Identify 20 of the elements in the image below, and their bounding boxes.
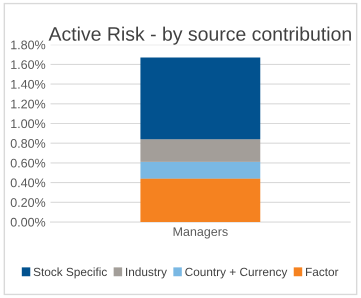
legend-label: Factor [306, 268, 338, 276]
legend-label: Industry [126, 267, 167, 278]
chart-title: Active Risk - by source contribution [48, 26, 351, 45]
y-tick-label: 1.80% [11, 40, 46, 50]
bar [140, 139, 260, 162]
y-tick-label: 0.80% [10, 139, 46, 148]
bar [140, 58, 260, 140]
y-tick-label: 0.00% [10, 218, 46, 227]
x-tick-label: Managers [174, 227, 228, 239]
bar [140, 178, 260, 222]
y-tick-label: 1.40% [11, 80, 46, 89]
y-tick-label: 0.20% [10, 198, 46, 207]
y-tick-label: 1.00% [11, 119, 46, 128]
bar [140, 162, 260, 179]
y-tick-label: 0.40% [10, 178, 46, 188]
y-tick-label: 1.60% [11, 60, 46, 70]
legend-label: Country + Currency [185, 268, 288, 278]
y-tick-label: 1.20% [11, 100, 46, 108]
legend-label: Stock Specific [34, 267, 107, 278]
y-tick-label: 0.60% [10, 158, 46, 168]
